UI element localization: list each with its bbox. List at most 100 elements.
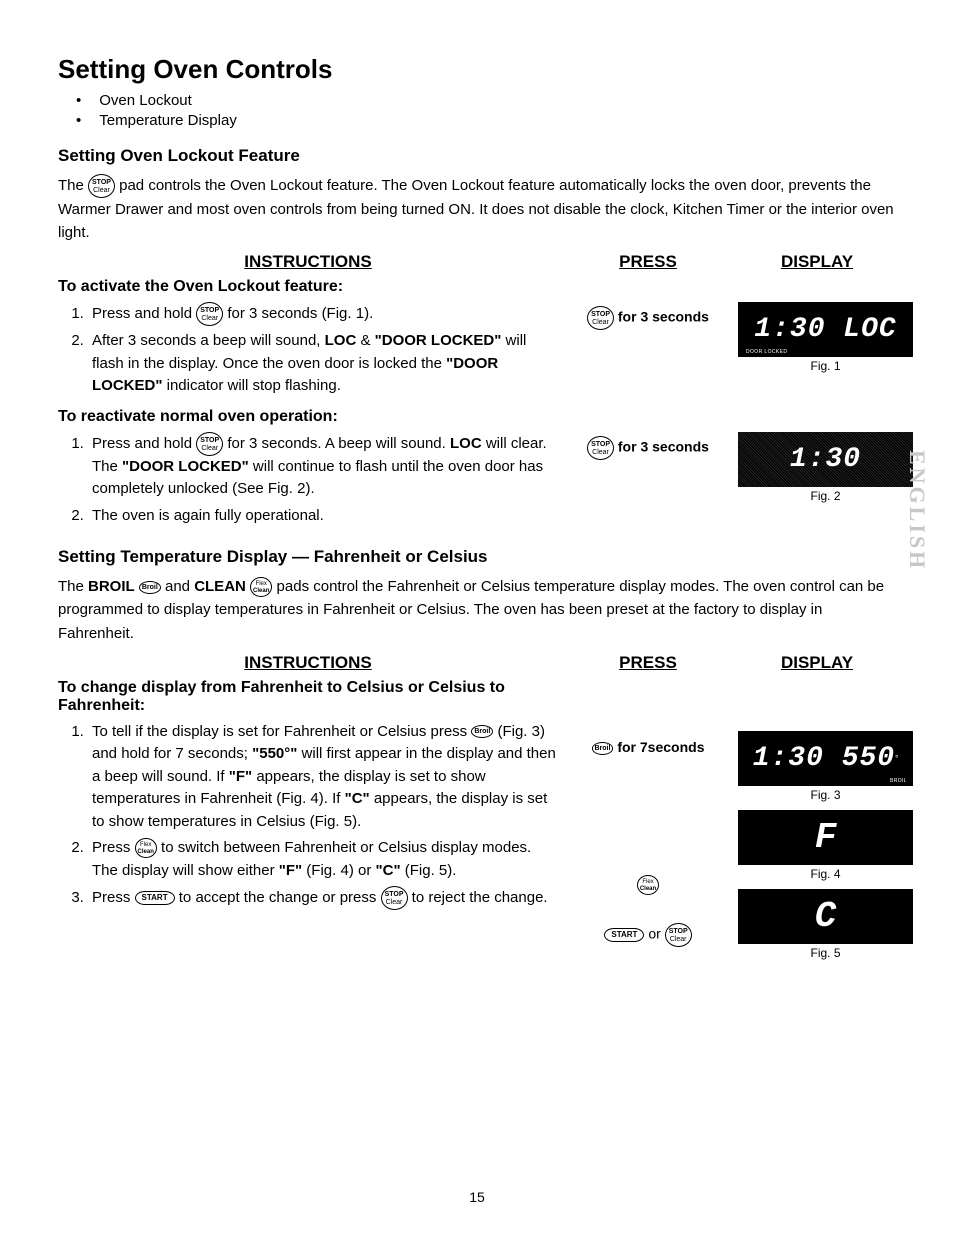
stop-clear-icon: STOPClear xyxy=(196,302,223,326)
text: "F" xyxy=(279,862,302,879)
reactivate-row: Press and hold STOPClear for 3 seconds. … xyxy=(58,432,896,532)
text: Press xyxy=(92,839,135,856)
change-press: Broil for 7seconds FlexClean START or ST… xyxy=(558,721,738,947)
display-indicator: DOOR LOCKED xyxy=(746,349,787,355)
change-instructions: To tell if the display is set for Fahren… xyxy=(58,721,558,915)
header-press: PRESS xyxy=(558,252,738,272)
list-item: Press FlexClean to switch between Fahren… xyxy=(88,837,558,882)
figure-caption: Fig. 4 xyxy=(738,867,913,881)
text: "DOOR LOCKED" xyxy=(122,458,249,475)
list-item: The oven is again fully operational. xyxy=(88,505,558,528)
stop-clear-icon: STOPClear xyxy=(196,432,223,456)
figure-caption: Fig. 2 xyxy=(738,489,913,503)
broil-icon: Broil xyxy=(139,581,161,594)
figure-caption: Fig. 3 xyxy=(738,788,913,802)
text: START xyxy=(611,930,637,939)
section-temp-intro: The BROIL Broil and CLEAN FlexClean pads… xyxy=(58,575,896,645)
reactivate-instructions: Press and hold STOPClear for 3 seconds. … xyxy=(58,432,558,532)
text: After 3 seconds a beep will sound, xyxy=(92,332,325,349)
text: (Fig. 4) or xyxy=(302,862,375,879)
list-item: After 3 seconds a beep will sound, LOC &… xyxy=(88,330,558,398)
text: Broil xyxy=(474,728,490,735)
text: "C" xyxy=(345,790,370,807)
display-readout: C xyxy=(815,896,837,937)
section-lockout-title: Setting Oven Lockout Feature xyxy=(58,146,896,166)
bullet-item: Oven Lockout xyxy=(76,91,896,111)
start-icon: START xyxy=(135,891,175,905)
bullet-item: Temperature Display xyxy=(76,111,896,131)
text: for 3 seconds xyxy=(618,309,709,325)
text: "550°" xyxy=(252,745,297,762)
figure-caption: Fig. 5 xyxy=(738,946,913,960)
text: The xyxy=(58,177,88,194)
list-item: Press START to accept the change or pres… xyxy=(88,886,558,910)
activate-row: Press and hold STOPClear for 3 seconds (… xyxy=(58,302,896,402)
column-headers-1: INSTRUCTIONS PRESS DISPLAY xyxy=(58,252,896,272)
activate-display: 1:30 LOC DOOR LOCKED Fig. 1 xyxy=(738,302,913,381)
text: Press and hold xyxy=(92,435,196,452)
reactivate-title: To reactivate normal oven operation: xyxy=(58,408,896,426)
flex-clean-icon: FlexClean xyxy=(250,577,272,597)
text: for 7seconds xyxy=(617,739,704,755)
text: or xyxy=(648,925,664,941)
stop-clear-icon: STOPClear xyxy=(587,436,614,460)
activate-title: To activate the Oven Lockout feature: xyxy=(58,278,896,296)
text: (Fig. 5). xyxy=(401,862,457,879)
display-fig-4: F xyxy=(738,810,913,865)
text: LOC xyxy=(325,332,357,349)
text: pad controls the Oven Lockout feature. T… xyxy=(58,177,894,241)
header-display: DISPLAY xyxy=(738,252,896,272)
display-readout: 1:30 xyxy=(790,444,861,475)
header-display: DISPLAY xyxy=(738,653,896,673)
reactivate-press: STOPClear for 3 seconds xyxy=(558,432,738,460)
text: Broil xyxy=(142,584,158,591)
text: START xyxy=(142,893,168,902)
stop-clear-icon: STOPClear xyxy=(587,306,614,330)
text: "C" xyxy=(376,862,401,879)
text: "F" xyxy=(229,768,252,785)
activate-press: STOPClear for 3 seconds xyxy=(558,302,738,330)
column-headers-2: INSTRUCTIONS PRESS DISPLAY xyxy=(58,653,896,673)
text: CLEAN xyxy=(194,578,246,595)
flex-clean-icon: FlexClean xyxy=(135,838,157,858)
display-fig-5: C xyxy=(738,889,913,944)
change-title: To change display from Fahrenheit to Cel… xyxy=(58,679,558,715)
text: The xyxy=(58,578,88,595)
change-row: To tell if the display is set for Fahren… xyxy=(58,721,896,968)
text: and xyxy=(165,578,194,595)
display-readout: 1:30 LOC xyxy=(754,314,896,345)
reactivate-display: 1:30 Fig. 2 xyxy=(738,432,913,511)
section-lockout-intro: The STOPClear pad controls the Oven Lock… xyxy=(58,174,896,245)
display-fig-1: 1:30 LOC DOOR LOCKED xyxy=(738,302,913,357)
activate-instructions: Press and hold STOPClear for 3 seconds (… xyxy=(58,302,558,402)
text: for 3 seconds (Fig. 1). xyxy=(227,305,373,322)
text: indicator will stop flashing. xyxy=(162,377,340,394)
display-fig-3: 1:30 550° BROIL xyxy=(738,731,913,786)
page-title: Setting Oven Controls xyxy=(58,54,896,85)
text: Broil xyxy=(595,745,611,752)
stop-clear-icon: STOPClear xyxy=(381,886,408,910)
broil-icon: Broil xyxy=(592,742,614,755)
text: to accept the change or press xyxy=(179,889,381,906)
text: for 3 seconds. A beep will sound. xyxy=(227,435,450,452)
broil-icon: Broil xyxy=(471,725,493,738)
section-temp-title: Setting Temperature Display — Fahrenheit… xyxy=(58,547,896,567)
list-item: To tell if the display is set for Fahren… xyxy=(88,721,558,834)
page-number: 15 xyxy=(469,1189,485,1205)
text: Press and hold xyxy=(92,305,196,322)
text: & xyxy=(356,332,374,349)
intro-bullets: Oven Lockout Temperature Display xyxy=(76,91,896,132)
figure-caption: Fig. 1 xyxy=(738,359,913,373)
change-display: 1:30 550° BROIL Fig. 3 F Fig. 4 C Fig. 5 xyxy=(738,721,913,968)
language-side-label: ENGLISH xyxy=(904,450,930,571)
text: to reject the change. xyxy=(412,889,548,906)
text: To tell if the display is set for Fahren… xyxy=(92,723,471,740)
list-item: Press and hold STOPClear for 3 seconds (… xyxy=(88,302,558,326)
header-instructions: INSTRUCTIONS xyxy=(58,653,558,673)
stop-clear-icon: STOPClear xyxy=(88,174,115,198)
stop-clear-icon: STOPClear xyxy=(665,923,692,947)
text: LOC xyxy=(450,435,482,452)
text: "DOOR LOCKED" xyxy=(375,332,502,349)
display-readout: 1:30 550 xyxy=(753,743,895,774)
display-indicator: BROIL xyxy=(890,778,907,784)
